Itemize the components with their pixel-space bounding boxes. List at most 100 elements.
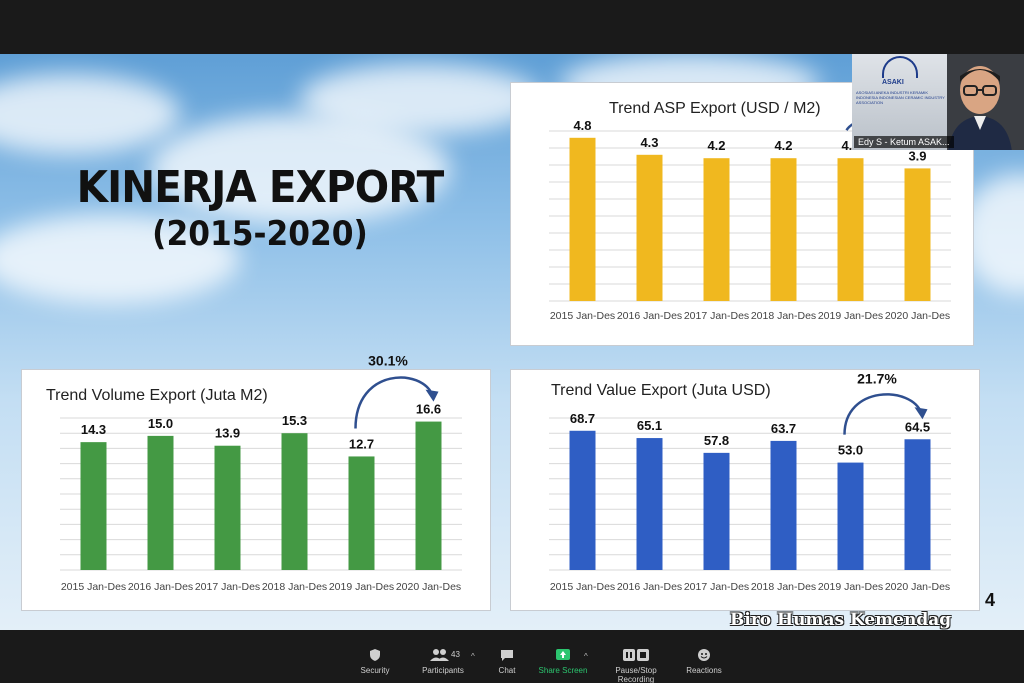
chat-button[interactable]: Chat [492, 648, 522, 682]
value-bar-chart: 68.7 2015 Jan-Des 65.1 2016 Jan-Des 57.8 2017… [549, 370, 951, 593]
data-label: 63.7 [771, 421, 796, 436]
data-label: 14.3 [81, 422, 106, 437]
asp-bar-chart: 4.8 2015 Jan-Des 4.3 2016 Jan-Des 4.2 2017 Ja… [549, 118, 951, 322]
slide-title: KINERJA EXPORT [76, 162, 445, 213]
chart-panel-volume: Trend Volume Export (Juta M2) 14.3 2015 J… [21, 353, 491, 611]
bar [837, 158, 864, 301]
watermark: Biro Humas Kemendag [730, 610, 952, 630]
data-label: 57.8 [704, 433, 729, 448]
bar [770, 440, 797, 570]
reactions-icon [698, 649, 710, 661]
x-tick-label: 2018 Jan-Des [751, 310, 816, 322]
data-label: 15.0 [148, 416, 173, 431]
logo-text: ASAKI [882, 79, 904, 86]
data-label: 16.6 [416, 402, 441, 417]
chart-title: Trend Value Export (Juta USD) [551, 382, 771, 399]
data-label: 53.0 [838, 443, 863, 458]
org-text: ASOSIASI ANEKA INDUSTRI KERAMIK INDONESI… [856, 90, 945, 105]
reactions-label: Reactions [686, 666, 722, 675]
recording-label: Pause/Stop Recording [615, 666, 657, 683]
data-label: 68.7 [570, 411, 595, 426]
x-tick-label: 2019 Jan-Des [818, 581, 883, 593]
pause-stop-icon [623, 649, 649, 661]
chat-icon [501, 650, 513, 661]
data-label: 12.7 [349, 436, 374, 451]
data-label: 3.9 [908, 148, 926, 163]
x-tick-label: 2017 Jan-Des [684, 581, 749, 593]
participant-avatar [948, 66, 1012, 150]
data-label: 4.2 [774, 138, 792, 153]
x-tick-label: 2015 Jan-Des [61, 581, 126, 593]
bar [703, 158, 730, 301]
chart-panel-value: Trend Value Export (Juta USD) 68.7 2015 J… [510, 369, 980, 611]
page-number: 4 [985, 590, 996, 610]
x-tick-label: 2018 Jan-Des [751, 581, 816, 593]
x-tick-label: 2017 Jan-Des [195, 581, 260, 593]
x-tick-label: 2016 Jan-Des [617, 310, 682, 322]
x-tick-label: 2020 Jan-Des [396, 581, 461, 593]
share-options-caret[interactable]: ^ [584, 652, 588, 661]
bar [703, 452, 730, 570]
shared-slide: KINERJA EXPORT (2015-2020) Trend ASP Exp… [0, 54, 1024, 630]
chart-title: Trend Volume Export (Juta M2) [46, 387, 268, 404]
bar [636, 154, 663, 301]
data-label: 15.3 [282, 413, 307, 428]
data-label: 4.2 [707, 138, 725, 153]
bar [348, 456, 375, 570]
bar [837, 462, 864, 570]
cloud-decoration [300, 64, 540, 134]
meeting-toolbar: Security Participants 43 ^ Chat Share Sc… [0, 640, 1024, 683]
slide-subtitle: (2015-2020) [152, 214, 368, 254]
x-tick-label: 2017 Jan-Des [684, 310, 749, 322]
bar [770, 158, 797, 301]
data-label: 65.1 [637, 418, 662, 433]
data-label: 13.9 [215, 426, 240, 441]
bar [281, 433, 308, 570]
data-label: 4.3 [640, 135, 658, 150]
chat-label: Chat [498, 666, 516, 675]
x-tick-label: 2015 Jan-Des [550, 581, 615, 593]
share-screen-label: Share Screen [538, 666, 588, 675]
participant-video-tile[interactable]: ASAKI ASOSIASI ANEKA INDUSTRI KERAMIK IN… [852, 54, 1024, 150]
x-tick-label: 2020 Jan-Des [885, 581, 950, 593]
growth-arrowhead [914, 407, 928, 420]
x-tick-label: 2020 Jan-Des [885, 310, 950, 322]
x-tick-label: 2019 Jan-Des [329, 581, 394, 593]
reactions-button[interactable]: Reactions [684, 648, 724, 682]
x-tick-label: 2016 Jan-Des [128, 581, 193, 593]
cloud-decoration [0, 74, 180, 154]
bar [904, 439, 931, 570]
volume-bar-chart: 14.3 2015 Jan-Des 15.0 2016 Jan-Des 13.9 2017… [60, 353, 462, 593]
bar [80, 442, 107, 570]
participant-name: Edy S - Ketum ASAK... [854, 136, 954, 148]
shield-icon [370, 649, 380, 661]
growth-annotation: 21.7% [857, 370, 897, 386]
bar [415, 421, 442, 570]
data-label: 4.8 [573, 118, 591, 133]
growth-arrow [843, 393, 923, 435]
growth-arrow [354, 376, 434, 429]
participants-icon [430, 649, 449, 661]
x-tick-label: 2016 Jan-Des [617, 581, 682, 593]
participants-label: Participants [422, 666, 464, 675]
participants-count: 43 [451, 650, 460, 659]
bar [569, 137, 596, 301]
x-tick-label: 2018 Jan-Des [262, 581, 327, 593]
security-button[interactable]: Security [355, 648, 395, 682]
bar [904, 168, 931, 301]
participants-options-caret[interactable]: ^ [471, 652, 475, 661]
x-tick-label: 2019 Jan-Des [818, 310, 883, 322]
growth-arrowhead [425, 389, 439, 402]
bar [569, 430, 596, 570]
share-screen-button[interactable]: Share Screen [538, 648, 588, 682]
cloud-decoration [0, 214, 240, 304]
growth-annotation: 30.1% [368, 353, 408, 369]
data-label: 64.5 [905, 419, 930, 434]
participants-button[interactable]: Participants [418, 648, 468, 682]
bar [147, 435, 174, 570]
x-tick-label: 2015 Jan-Des [550, 310, 615, 322]
security-label: Security [360, 666, 390, 675]
bar [636, 438, 663, 570]
recording-button[interactable]: Pause/Stop Recording [596, 648, 676, 683]
